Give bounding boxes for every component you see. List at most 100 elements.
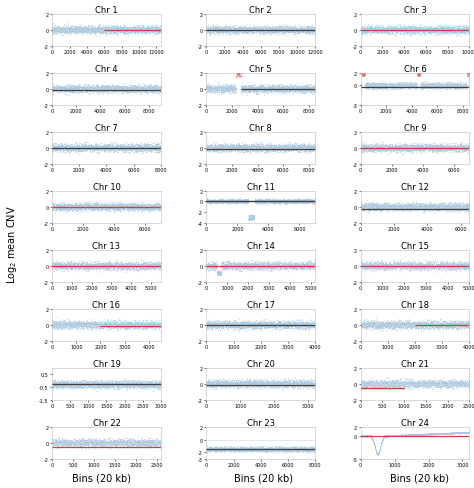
Point — [373, 81, 381, 89]
Point — [136, 378, 143, 386]
Point — [130, 203, 138, 211]
Point — [208, 262, 215, 269]
Point — [104, 443, 112, 451]
Point — [447, 380, 454, 388]
Point — [282, 84, 290, 92]
Point — [203, 82, 210, 90]
Point — [374, 80, 381, 87]
Point — [273, 263, 281, 270]
Point — [82, 144, 89, 152]
Point — [391, 82, 399, 90]
Point — [252, 197, 260, 205]
Point — [224, 197, 232, 204]
Point — [392, 259, 400, 266]
Point — [212, 446, 219, 454]
Point — [456, 380, 463, 387]
Point — [249, 213, 256, 221]
Point — [419, 379, 427, 387]
Point — [210, 384, 218, 391]
Point — [276, 147, 283, 155]
Point — [392, 203, 400, 211]
Point — [453, 203, 461, 210]
Point — [148, 380, 156, 388]
Point — [234, 71, 242, 79]
Point — [454, 29, 462, 37]
Point — [397, 30, 404, 38]
Point — [221, 22, 229, 30]
Point — [300, 445, 307, 452]
Point — [463, 322, 470, 330]
Point — [414, 431, 422, 439]
Point — [212, 85, 220, 93]
Point — [259, 88, 267, 96]
Point — [78, 320, 85, 327]
Point — [62, 383, 69, 391]
Point — [122, 263, 130, 270]
Point — [221, 320, 228, 328]
Point — [105, 203, 113, 211]
Point — [140, 203, 147, 211]
Point — [385, 201, 392, 208]
Point — [148, 203, 155, 211]
Point — [121, 381, 129, 389]
Point — [126, 88, 134, 96]
Point — [419, 81, 427, 88]
Point — [141, 145, 149, 153]
Point — [122, 89, 129, 97]
Point — [359, 381, 366, 388]
Point — [209, 445, 217, 453]
Point — [52, 321, 59, 328]
Point — [88, 206, 96, 214]
Point — [116, 379, 123, 386]
Point — [88, 27, 96, 35]
Point — [97, 26, 104, 34]
Point — [370, 82, 378, 90]
Point — [302, 261, 310, 268]
Point — [246, 86, 253, 94]
Point — [266, 144, 273, 152]
Point — [423, 82, 431, 90]
Point — [89, 85, 96, 93]
Text: Bins (20 kb): Bins (20 kb) — [390, 473, 449, 483]
Point — [446, 24, 454, 32]
Point — [228, 197, 236, 204]
Point — [240, 25, 247, 33]
Point — [462, 25, 470, 33]
Point — [96, 261, 103, 269]
Point — [87, 146, 95, 154]
Point — [128, 383, 136, 390]
Point — [398, 144, 406, 152]
Point — [155, 28, 162, 36]
Point — [109, 321, 117, 328]
Point — [366, 27, 374, 35]
Point — [369, 319, 377, 326]
Point — [388, 431, 396, 439]
Point — [268, 197, 276, 205]
Point — [148, 26, 156, 34]
Point — [156, 265, 164, 273]
Point — [205, 84, 212, 92]
Point — [444, 429, 451, 437]
Point — [226, 23, 233, 31]
Point — [448, 429, 456, 437]
Point — [110, 29, 118, 37]
Point — [410, 378, 418, 386]
Point — [292, 323, 300, 331]
Point — [461, 322, 469, 330]
Point — [455, 204, 463, 212]
Point — [205, 30, 213, 38]
Point — [155, 385, 163, 392]
Point — [443, 141, 450, 148]
Point — [300, 321, 308, 329]
Point — [372, 383, 379, 390]
Point — [298, 26, 306, 34]
Point — [253, 196, 260, 204]
Point — [58, 381, 66, 388]
Point — [444, 29, 451, 37]
Point — [97, 381, 104, 389]
Point — [95, 20, 103, 28]
Point — [411, 321, 419, 329]
Point — [364, 24, 371, 32]
Point — [246, 320, 254, 328]
Point — [119, 203, 127, 211]
